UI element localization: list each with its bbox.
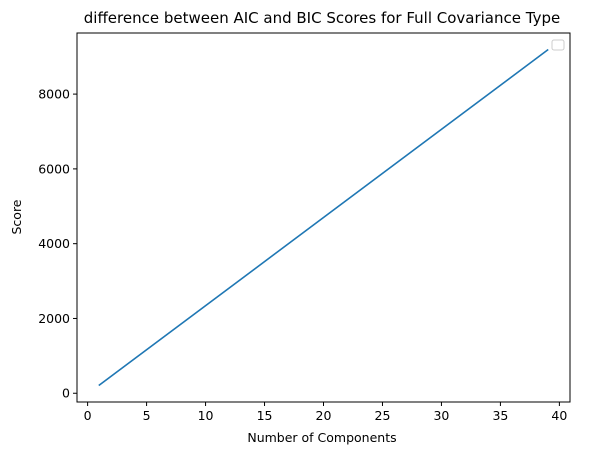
x-axis-ticks: 0 5 10 15 20 25 30 35 40	[84, 402, 567, 423]
y-tick-label: 4000	[38, 236, 70, 251]
y-tick-label: 6000	[38, 161, 70, 176]
y-tick-label: 0	[62, 386, 70, 401]
series-line	[98, 48, 549, 387]
x-axis-label: Number of Components	[247, 430, 396, 445]
y-tick-label: 8000	[38, 87, 70, 102]
legend-box	[551, 39, 565, 51]
x-tick-label: 35	[492, 408, 508, 423]
x-tick-label: 40	[551, 408, 567, 423]
x-tick-label: 15	[257, 408, 273, 423]
series-layer	[98, 48, 549, 387]
y-axis-label: Score	[9, 199, 24, 234]
chart-title: difference between AIC and BIC Scores fo…	[84, 9, 560, 27]
x-tick-label: 30	[433, 408, 449, 423]
x-tick-label: 10	[198, 408, 214, 423]
x-tick-label: 20	[316, 408, 332, 423]
x-tick-label: 0	[84, 408, 92, 423]
plot-frame	[76, 32, 571, 403]
y-tick-label: 2000	[38, 311, 70, 326]
x-tick-label: 5	[143, 408, 151, 423]
y-axis-ticks: 0 2000 4000 6000 8000	[38, 87, 77, 401]
x-tick-label: 25	[375, 408, 391, 423]
